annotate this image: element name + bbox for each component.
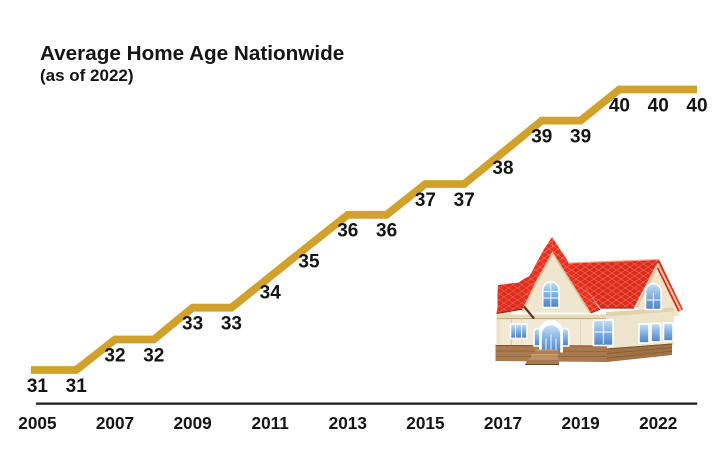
svg-text:33: 33 — [221, 314, 242, 335]
svg-text:36: 36 — [376, 221, 397, 242]
svg-text:31: 31 — [66, 376, 88, 397]
svg-text:2017: 2017 — [484, 413, 522, 433]
svg-text:2005: 2005 — [18, 413, 57, 433]
svg-text:2022: 2022 — [639, 413, 677, 433]
svg-text:(as of 2022): (as of 2022) — [40, 66, 134, 85]
svg-text:2011: 2011 — [252, 413, 290, 433]
svg-text:33: 33 — [182, 314, 203, 335]
svg-text:2007: 2007 — [96, 413, 134, 433]
svg-text:40: 40 — [609, 95, 630, 116]
svg-text:34: 34 — [260, 282, 282, 303]
svg-text:31: 31 — [27, 376, 49, 397]
svg-text:Average Home Age Nationwide: Average Home Age Nationwide — [40, 42, 344, 65]
svg-text:2013: 2013 — [329, 413, 367, 433]
svg-text:2015: 2015 — [406, 413, 445, 433]
svg-text:40: 40 — [648, 95, 669, 116]
svg-text:39: 39 — [531, 126, 552, 147]
svg-text:36: 36 — [337, 221, 358, 242]
svg-text:38: 38 — [492, 158, 513, 179]
svg-text:40: 40 — [686, 95, 707, 116]
svg-text:2009: 2009 — [173, 413, 211, 433]
svg-text:2019: 2019 — [561, 413, 599, 433]
svg-text:39: 39 — [570, 126, 591, 147]
svg-text:37: 37 — [454, 190, 475, 211]
svg-text:32: 32 — [143, 345, 164, 366]
svg-text:37: 37 — [415, 190, 436, 211]
svg-text:32: 32 — [104, 345, 125, 366]
svg-text:35: 35 — [298, 251, 320, 272]
